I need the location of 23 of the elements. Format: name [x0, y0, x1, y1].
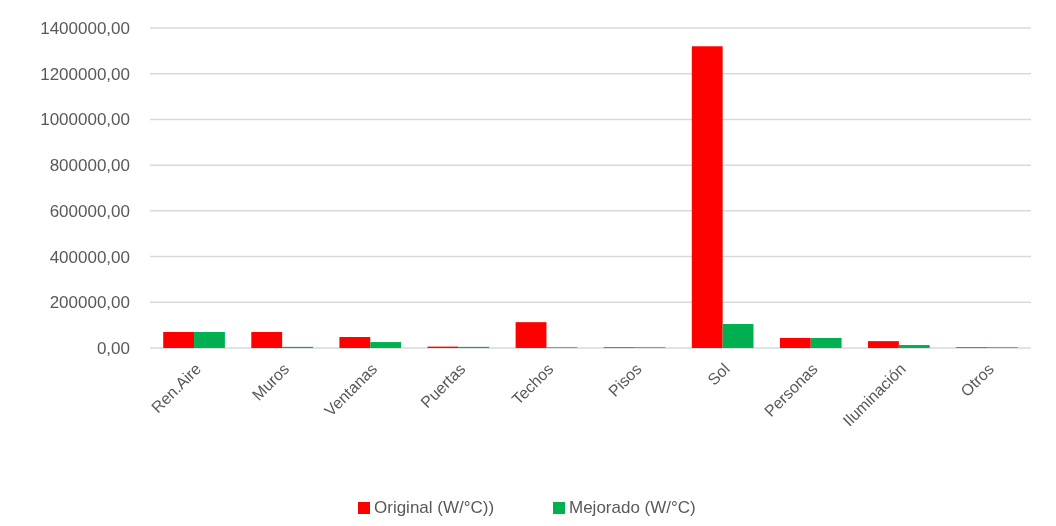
bar	[163, 332, 195, 348]
legend-label: Original (W/°C))	[374, 498, 495, 517]
bar	[898, 345, 930, 348]
bar	[194, 332, 225, 348]
y-tick-label: 1400000,00	[40, 18, 130, 38]
y-tick-label: 400000,00	[49, 247, 130, 267]
bar	[515, 322, 547, 348]
bar	[251, 332, 283, 348]
bar	[691, 46, 723, 348]
y-tick-label: 1000000,00	[40, 110, 130, 130]
legend-label: Mejorado (W/°C)	[569, 498, 696, 517]
bar	[779, 337, 811, 348]
y-tick-label: 0,00	[96, 338, 130, 358]
y-tick-label: 800000,00	[49, 156, 130, 176]
bar	[810, 337, 842, 348]
bar	[722, 324, 754, 348]
y-tick-label: 600000,00	[49, 201, 130, 221]
y-tick-label: 1200000,00	[40, 64, 130, 84]
y-tick-label: 200000,00	[49, 293, 130, 313]
x-tick-label: Sol	[704, 360, 733, 389]
bar	[370, 342, 402, 348]
bar	[868, 341, 899, 348]
bar	[339, 337, 371, 348]
